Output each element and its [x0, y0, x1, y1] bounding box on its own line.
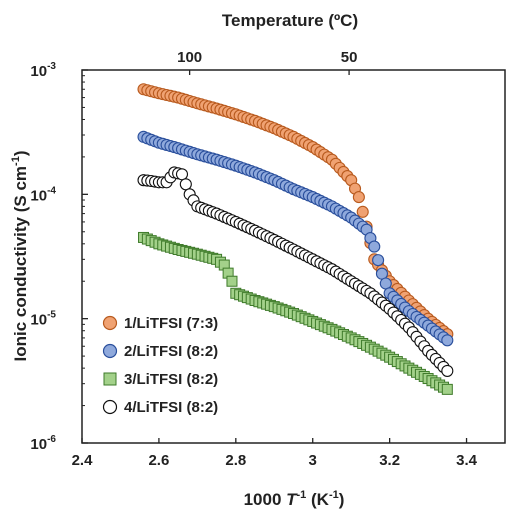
y-axis-label-main: Ionic conductivity (S cm: [11, 166, 30, 362]
legend-marker: [102, 315, 118, 331]
data-point: [368, 240, 381, 253]
y-tick-label: 10-3: [30, 61, 56, 80]
legend-label: 2/LiTFSI (8:2): [124, 343, 218, 360]
x-axis-label-var: T: [286, 490, 298, 509]
data-point: [226, 275, 238, 287]
data-point: [372, 254, 385, 267]
data-point: [175, 168, 189, 181]
top-axis-ticks: 100 50: [177, 49, 357, 75]
x-tick-label: 2.8: [225, 452, 246, 469]
series-4: [137, 166, 454, 377]
x-tick-label: 3.4: [456, 452, 478, 469]
top-tick-label: 50: [341, 49, 358, 66]
y-axis-label-close: ): [11, 151, 30, 157]
x-axis-label: 1000 T-1 (K-1): [244, 489, 345, 509]
x-tick-label: 2.6: [148, 452, 169, 469]
legend-marker: [103, 372, 117, 386]
top-axis-label: Temperature (ºC): [222, 11, 358, 30]
legend-label: 3/LiTFSI (8:2): [124, 371, 218, 388]
legend-label: 1/LiTFSI (7:3): [124, 315, 218, 332]
x-axis-label-unit-sup: -1: [329, 489, 339, 501]
x-axis-label-prefix: 1000: [244, 490, 287, 509]
plot-frame: [81, 69, 506, 444]
data-point: [352, 191, 365, 204]
y-tick-label: 10-4: [30, 185, 56, 204]
y-axis-label-sup: -1: [10, 156, 22, 166]
x-axis-ticks: 2.4 2.6 2.8 3 3.2 3.4: [72, 438, 478, 469]
legend-label: 4/LiTFSI (8:2): [124, 399, 218, 416]
x-tick-label: 2.4: [72, 452, 94, 469]
x-axis-label-unit-open: (K: [306, 490, 329, 509]
data-point: [441, 364, 454, 377]
data-point: [441, 334, 454, 347]
top-tick-label: 100: [177, 49, 202, 66]
x-axis-label-unit-close: ): [339, 490, 345, 509]
series-3: [138, 231, 453, 395]
series-layer: [137, 83, 454, 395]
y-axis-label: Ionic conductivity (S cm-1): [10, 151, 30, 362]
data-point: [441, 383, 453, 395]
series-2: [137, 130, 454, 347]
x-tick-label: 3: [309, 452, 317, 469]
legend-marker: [102, 343, 118, 359]
data-point: [356, 205, 369, 218]
x-axis-label-var-sup: -1: [297, 489, 307, 501]
legend: 1/LiTFSI (7:3) 2/LiTFSI (8:2) 3/LiTFSI (8:…: [102, 315, 218, 416]
data-point: [179, 178, 192, 191]
legend-marker: [102, 399, 118, 415]
x-tick-label: 3.2: [379, 452, 400, 469]
y-axis-ticks: 10-3 10-4 10-5 10-6: [30, 61, 88, 453]
y-tick-label: 10-5: [30, 310, 56, 329]
y-tick-label: 10-6: [30, 434, 56, 453]
